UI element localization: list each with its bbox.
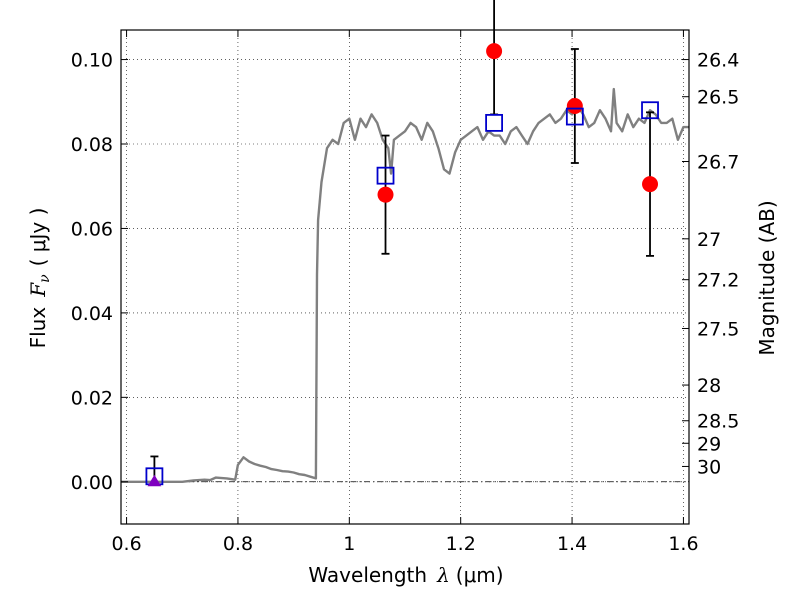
y2-axis-label: Magnitude (AB) (755, 200, 779, 355)
plot-frame (120, 29, 690, 525)
x-axis-label: Wavelength λ (μm) (308, 563, 503, 587)
model-photometry-point (376, 166, 395, 185)
model-photometry-point (641, 101, 659, 120)
y2-tick-label: 26.5 (697, 87, 739, 109)
y2-tick-label: 29 (697, 433, 721, 455)
y-tick-label: 0.02 (71, 387, 113, 409)
x-axis-label-symbol: λ (436, 563, 450, 587)
y2-tick-label: 30 (697, 456, 721, 478)
y-tick-label: 0.08 (71, 134, 113, 156)
x-tick-label: 1 (343, 533, 355, 555)
y-tick-label: 0.06 (71, 218, 113, 240)
model-spectrum-layer (121, 87, 689, 483)
x-tick-label: 0.6 (111, 533, 141, 555)
observed-point (566, 98, 583, 114)
x-axis-label-unit: (μm) (456, 563, 504, 587)
y2-tick-label: 28.5 (697, 411, 739, 433)
upper-limit-marker (147, 474, 162, 487)
x-tick-label: 1.6 (668, 533, 698, 555)
x-axis-ticks: 0.6 0.8 1 1.2 1.4 1.6 (111, 30, 699, 555)
y-axis-label: Flux Fν ( μJy ) (26, 208, 53, 349)
x-tick-label: 1.4 (557, 533, 587, 555)
y-tick-label: 0.04 (71, 303, 113, 325)
x-axis-label-word: Wavelength (308, 563, 427, 587)
model-spectrum-line (121, 87, 689, 483)
y-tick-label: 0.10 (71, 50, 113, 72)
observed-points (377, 43, 659, 203)
y-axis-label-symbol: F (26, 282, 50, 298)
x-tick-label: 1.2 (446, 533, 476, 555)
observed-point (377, 186, 394, 203)
y-axis-label-word: Flux (26, 307, 50, 349)
y-axis-label-unit: ( μJy ) (26, 208, 50, 267)
model-photometry-point (565, 107, 584, 126)
y2-tick-label: 27 (697, 229, 721, 251)
observed-point (486, 43, 503, 60)
upper-limit-points (147, 474, 162, 487)
observed-point (642, 176, 659, 193)
x-tick-label: 0.8 (223, 533, 253, 555)
y-axis-ticks: 0.00 0.02 0.04 0.06 0.08 0.10 (71, 50, 128, 494)
y2-tick-label: 27.2 (697, 270, 739, 292)
y2-tick-label: 28 (697, 375, 721, 397)
y2-tick-label: 26.4 (697, 50, 739, 72)
y-tick-label: 0.00 (71, 472, 113, 494)
y-axis-label-subscript: ν (37, 274, 53, 283)
y2-tick-label: 26.7 (697, 151, 739, 173)
model-photometry-point (485, 113, 503, 132)
y2-tick-label: 27.5 (697, 318, 739, 340)
